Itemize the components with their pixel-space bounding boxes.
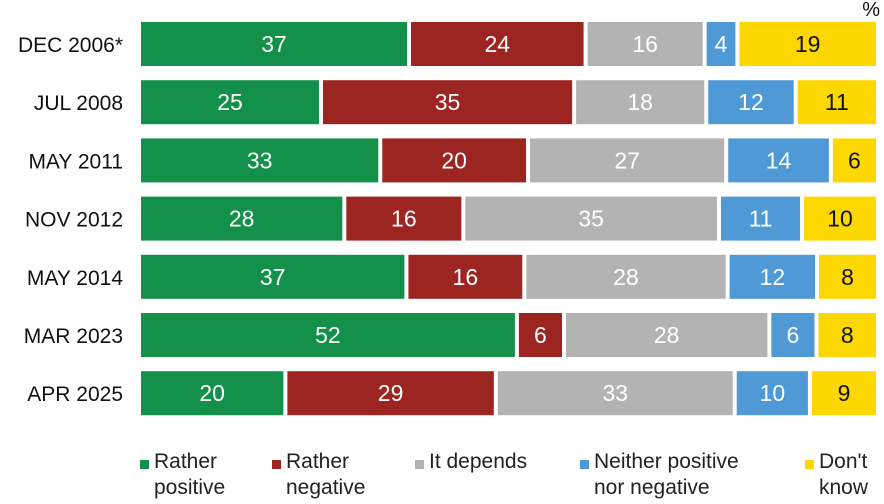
value-label-it-depends-jul-2008: 18 bbox=[627, 89, 653, 115]
value-label-neither-positive-nor-negative-nov-2012: 11 bbox=[749, 206, 773, 232]
bar-don-t-know-mar-2023 bbox=[818, 313, 876, 357]
legend-label-dont-know: Don't know bbox=[819, 450, 869, 499]
bar-don-t-know-may-2014 bbox=[819, 254, 876, 299]
bar-rather-positive-may-2014 bbox=[141, 254, 405, 299]
value-label-rather-negative-may-2011: 20 bbox=[441, 147, 467, 173]
value-label-rather-positive-nov-2012: 28 bbox=[229, 206, 255, 232]
legend-item-rather-positive: Rather positive bbox=[140, 449, 225, 501]
value-label-it-depends-may-2011: 27 bbox=[614, 147, 640, 173]
category-label-may-2011: MAY 2011 bbox=[28, 150, 123, 173]
bar-rather-positive-jul-2008 bbox=[141, 80, 319, 125]
value-label-it-depends-apr-2025: 33 bbox=[602, 380, 628, 406]
value-label-don-t-know-jul-2008: 11 bbox=[825, 89, 849, 115]
value-label-neither-positive-nor-negative-jul-2008: 12 bbox=[738, 89, 764, 115]
value-label-it-depends-nov-2012: 35 bbox=[578, 206, 604, 232]
bar-neither-positive-nor-negative-mar-2023 bbox=[771, 313, 815, 357]
value-label-it-depends-mar-2023: 28 bbox=[654, 322, 680, 348]
bar-rather-negative-apr-2025 bbox=[287, 371, 494, 416]
legend-swatch-dont-know bbox=[805, 460, 814, 469]
value-label-rather-positive-apr-2025: 20 bbox=[199, 380, 225, 406]
value-label-rather-negative-may-2014: 16 bbox=[453, 264, 479, 290]
value-label-neither-positive-nor-negative-may-2011: 14 bbox=[766, 147, 792, 173]
stacked-bar-chart: DEC 2006* 37 24 16 4 19 JUL 2008 25 35 18 12 11 MAY … bbox=[18, 22, 876, 416]
bar-rather-positive-may-2011 bbox=[141, 138, 379, 183]
bar-rather-positive-nov-2012 bbox=[141, 196, 343, 241]
legend-swatch-it-depends bbox=[415, 460, 424, 469]
category-label-nov-2012: NOV 2012 bbox=[25, 209, 123, 232]
legend-item-dont-know: Don't know bbox=[805, 449, 868, 501]
value-label-rather-positive-jul-2008: 25 bbox=[217, 89, 243, 115]
bar-neither-positive-nor-negative-jul-2008 bbox=[708, 80, 794, 125]
value-label-don-t-know-mar-2023: 8 bbox=[841, 322, 854, 348]
legend-item-it-depends: It depends bbox=[415, 449, 527, 475]
bar-neither-positive-nor-negative-dec-2006 bbox=[706, 22, 736, 66]
bar-rather-negative-mar-2023 bbox=[518, 313, 563, 357]
value-label-don-t-know-may-2011: 6 bbox=[848, 147, 861, 173]
value-label-neither-positive-nor-negative-dec-2006: 4 bbox=[715, 31, 728, 57]
bar-it-depends-dec-2006 bbox=[587, 22, 703, 66]
category-label-jul-2008: JUL 2008 bbox=[34, 92, 123, 115]
legend-label-it-depends: It depends bbox=[429, 450, 528, 473]
value-label-neither-positive-nor-negative-apr-2025: 10 bbox=[760, 380, 786, 406]
value-label-it-depends-dec-2006: 16 bbox=[632, 31, 658, 57]
bar-rather-negative-dec-2006 bbox=[411, 22, 584, 66]
category-label-may-2014: MAY 2014 bbox=[27, 267, 123, 290]
bar-it-depends-jul-2008 bbox=[576, 80, 705, 125]
value-label-rather-positive-may-2014: 37 bbox=[260, 264, 286, 290]
value-label-rather-positive-dec-2006: 37 bbox=[261, 31, 287, 57]
legend-swatch-rather-negative bbox=[272, 460, 281, 469]
value-label-rather-negative-mar-2023: 6 bbox=[534, 322, 547, 348]
bar-rather-negative-may-2011 bbox=[382, 138, 527, 183]
value-label-don-t-know-nov-2012: 10 bbox=[827, 206, 853, 232]
category-label-apr-2025: APR 2025 bbox=[27, 383, 123, 406]
value-label-rather-negative-apr-2025: 29 bbox=[378, 380, 404, 406]
bar-it-depends-may-2014 bbox=[526, 254, 726, 299]
value-label-neither-positive-nor-negative-mar-2023: 6 bbox=[787, 322, 800, 348]
value-label-neither-positive-nor-negative-may-2014: 12 bbox=[760, 264, 786, 290]
category-label-dec-2006: DEC 2006* bbox=[18, 34, 123, 57]
legend-label-rather-positive: Rather positive bbox=[154, 450, 226, 499]
bar-neither-positive-nor-negative-may-2011 bbox=[728, 138, 829, 183]
bar-neither-positive-nor-negative-may-2014 bbox=[729, 254, 816, 299]
bar-don-t-know-nov-2012 bbox=[804, 196, 876, 241]
bar-it-depends-apr-2025 bbox=[497, 371, 733, 416]
value-label-rather-positive-may-2011: 33 bbox=[247, 147, 273, 173]
bar-rather-negative-jul-2008 bbox=[322, 80, 573, 125]
unit-label: % bbox=[862, 0, 880, 21]
bar-neither-positive-nor-negative-apr-2025 bbox=[736, 371, 808, 416]
value-label-rather-negative-jul-2008: 35 bbox=[435, 89, 461, 115]
bar-it-depends-may-2011 bbox=[530, 138, 725, 183]
bar-don-t-know-may-2011 bbox=[832, 138, 876, 183]
value-label-it-depends-may-2014: 28 bbox=[613, 264, 639, 290]
bar-rather-positive-dec-2006 bbox=[141, 22, 408, 66]
legend-item-neither: Neither positive nor negative bbox=[580, 449, 739, 501]
bar-it-depends-nov-2012 bbox=[465, 196, 718, 241]
value-label-don-t-know-dec-2006: 19 bbox=[795, 31, 821, 57]
value-label-rather-negative-dec-2006: 24 bbox=[485, 31, 511, 57]
legend-swatch-neither bbox=[580, 460, 589, 469]
bar-don-t-know-apr-2025 bbox=[811, 371, 876, 416]
chart-legend: Rather positive Rather negative It depen… bbox=[140, 449, 884, 504]
legend-label-neither: Neither positive nor negative bbox=[594, 450, 739, 499]
bar-rather-negative-may-2014 bbox=[408, 254, 523, 299]
bar-it-depends-mar-2023 bbox=[566, 313, 768, 357]
category-label-mar-2023: MAR 2023 bbox=[24, 325, 123, 348]
bar-don-t-know-dec-2006 bbox=[739, 22, 876, 66]
value-label-rather-positive-mar-2023: 52 bbox=[315, 322, 341, 348]
value-label-don-t-know-may-2014: 8 bbox=[841, 264, 854, 290]
value-label-don-t-know-apr-2025: 9 bbox=[838, 380, 851, 406]
legend-item-rather-negative: Rather negative bbox=[272, 449, 365, 501]
legend-label-rather-negative: Rather negative bbox=[286, 450, 366, 499]
bar-rather-positive-mar-2023 bbox=[141, 313, 515, 357]
bar-rather-positive-apr-2025 bbox=[141, 371, 284, 416]
legend-swatch-rather-positive bbox=[140, 460, 149, 469]
value-label-rather-negative-nov-2012: 16 bbox=[391, 206, 417, 232]
bar-rather-negative-nov-2012 bbox=[346, 196, 462, 241]
bar-neither-positive-nor-negative-nov-2012 bbox=[721, 196, 801, 241]
bar-don-t-know-jul-2008 bbox=[797, 80, 876, 125]
